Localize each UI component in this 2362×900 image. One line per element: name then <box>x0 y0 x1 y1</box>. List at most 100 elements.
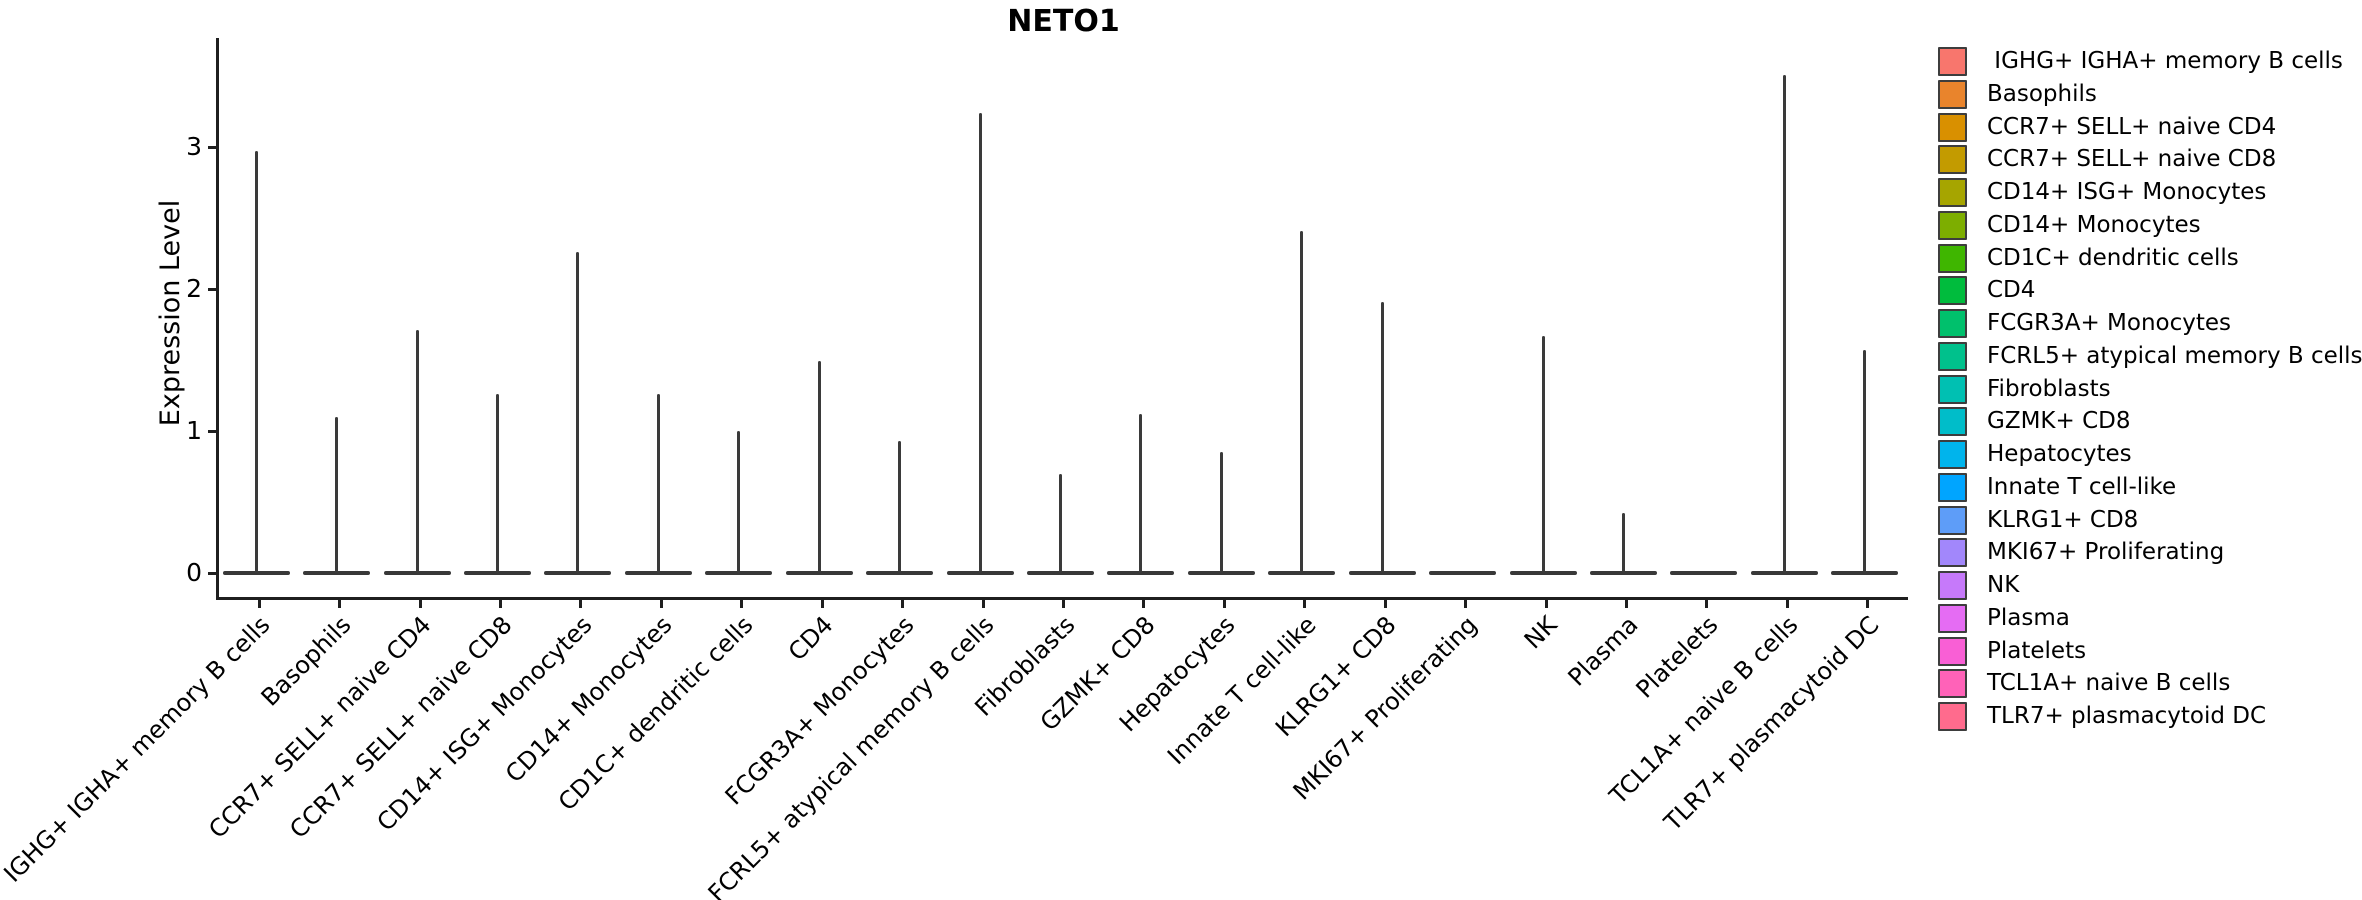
legend-swatch <box>1938 505 1967 535</box>
legend-swatch <box>1938 341 1967 371</box>
legend-swatch <box>1938 571 1967 600</box>
violin-spike <box>737 431 741 573</box>
legend-label: Basophils <box>1987 80 2097 107</box>
violin-spike <box>1541 335 1545 573</box>
violin-spike <box>1863 350 1867 573</box>
y-axis-tick-label: 2 <box>186 274 202 303</box>
violin-base <box>1670 571 1738 575</box>
y-axis-tick-label: 3 <box>186 132 202 161</box>
legend-swatch <box>1938 79 1967 109</box>
violin-base <box>1187 571 1255 575</box>
legend-swatch <box>1938 407 1967 437</box>
violin-base <box>222 571 290 575</box>
violin-spike <box>1622 513 1625 573</box>
legend-swatch <box>1938 472 1967 502</box>
legend-swatch <box>1938 145 1967 175</box>
violin-base <box>1590 571 1657 575</box>
legend-swatch <box>1938 47 1967 76</box>
violin-spike <box>576 252 580 573</box>
violin-base <box>464 571 531 575</box>
y-axis-label: Expression Level <box>155 199 186 427</box>
legend-label: FCGR3A+ Monocytes <box>1987 310 2232 336</box>
violin-base <box>785 571 853 575</box>
legend-label: MKI67+ Proliferating <box>1987 539 2225 566</box>
violin-spike <box>496 394 499 573</box>
violin-base <box>1831 571 1899 575</box>
legend-label: CD14+ Monocytes <box>1987 211 2201 238</box>
x-axis-tick-label: IGHG+ IGHA+ memory B cells <box>0 610 276 888</box>
y-axis-tick <box>208 571 216 575</box>
legend-swatch <box>1938 112 1967 142</box>
legend-swatch <box>1938 440 1967 469</box>
x-axis-tick <box>1062 600 1065 608</box>
legend-label: GZMK+ CD8 <box>1987 408 2131 435</box>
x-axis-tick <box>338 600 342 608</box>
legend-swatch <box>1938 538 1967 568</box>
violin-base <box>303 571 371 575</box>
legend-label: CCR7+ SELL+ naive CD8 <box>1987 146 2277 173</box>
violin-base <box>1750 571 1818 575</box>
violin-base <box>1268 571 1336 575</box>
legend-label: Plasma <box>1987 604 2070 631</box>
x-axis-tick <box>1625 600 1628 608</box>
plot-panel <box>216 38 1908 600</box>
x-axis-tick <box>981 600 985 608</box>
plot-title: NETO1 <box>1007 4 1120 39</box>
legend-label: CD4 <box>1987 277 2036 304</box>
legend-label: FCRL5+ atypical memory B cells <box>1987 342 2362 369</box>
violin-spike <box>817 361 821 573</box>
violin-base <box>624 571 692 575</box>
legend-label: NK <box>1987 572 2020 598</box>
violin-spike <box>1782 74 1786 573</box>
legend-swatch <box>1938 702 1967 731</box>
x-axis-tick <box>1544 600 1548 608</box>
legend-swatch <box>1938 309 1967 338</box>
x-axis-tick <box>418 600 422 608</box>
y-axis-tick <box>208 287 216 291</box>
violin-base <box>1509 571 1577 575</box>
x-axis-tick <box>1464 600 1468 608</box>
legend-label: Fibroblasts <box>1987 375 2111 402</box>
violin-base <box>1107 571 1175 575</box>
x-axis-tick <box>1866 600 1870 608</box>
y-axis-tick <box>208 145 216 149</box>
y-axis-tick <box>208 429 216 433</box>
legend-swatch <box>1938 276 1967 306</box>
violin-base <box>544 571 612 575</box>
legend-swatch <box>1938 374 1967 404</box>
violin-base <box>1348 571 1416 575</box>
violin-spike <box>415 330 419 573</box>
violin-spike <box>1380 301 1384 573</box>
legend-swatch <box>1938 178 1967 207</box>
violin-base <box>1027 571 1094 575</box>
legend-label: IGHG+ IGHA+ memory B cells <box>1987 48 2343 74</box>
legend-label: KLRG1+ CD8 <box>1987 506 2139 533</box>
legend-swatch <box>1938 243 1967 273</box>
violin-spike <box>978 112 982 573</box>
y-axis-tick-label: 0 <box>186 558 202 587</box>
legend-swatch <box>1938 603 1967 633</box>
violin-base <box>383 571 451 575</box>
legend-label: CCR7+ SELL+ naive CD4 <box>1987 113 2277 140</box>
legend-label: CD14+ ISG+ Monocytes <box>1987 179 2267 205</box>
x-axis-tick <box>659 600 663 608</box>
violin-base <box>1429 571 1497 575</box>
x-axis-tick <box>820 600 824 608</box>
x-axis-tick <box>499 600 502 608</box>
x-axis-tick <box>579 600 583 608</box>
violin-spike <box>1300 230 1304 573</box>
x-axis-tick <box>901 600 905 608</box>
legend-label: Platelets <box>1987 637 2087 664</box>
legend-label: TLR7+ plasmacytoid DC <box>1987 703 2267 729</box>
legend-label: TCL1A+ naive B cells <box>1987 670 2231 697</box>
violin-spike <box>898 440 902 573</box>
x-axis-tick <box>257 600 261 608</box>
violin-spike <box>254 151 258 573</box>
x-axis-tick <box>1705 600 1709 608</box>
violin-spike <box>656 394 660 573</box>
legend-swatch <box>1938 669 1967 699</box>
x-axis-tick <box>740 600 744 608</box>
legend-swatch <box>1938 636 1967 666</box>
violin-spike <box>1059 473 1062 573</box>
